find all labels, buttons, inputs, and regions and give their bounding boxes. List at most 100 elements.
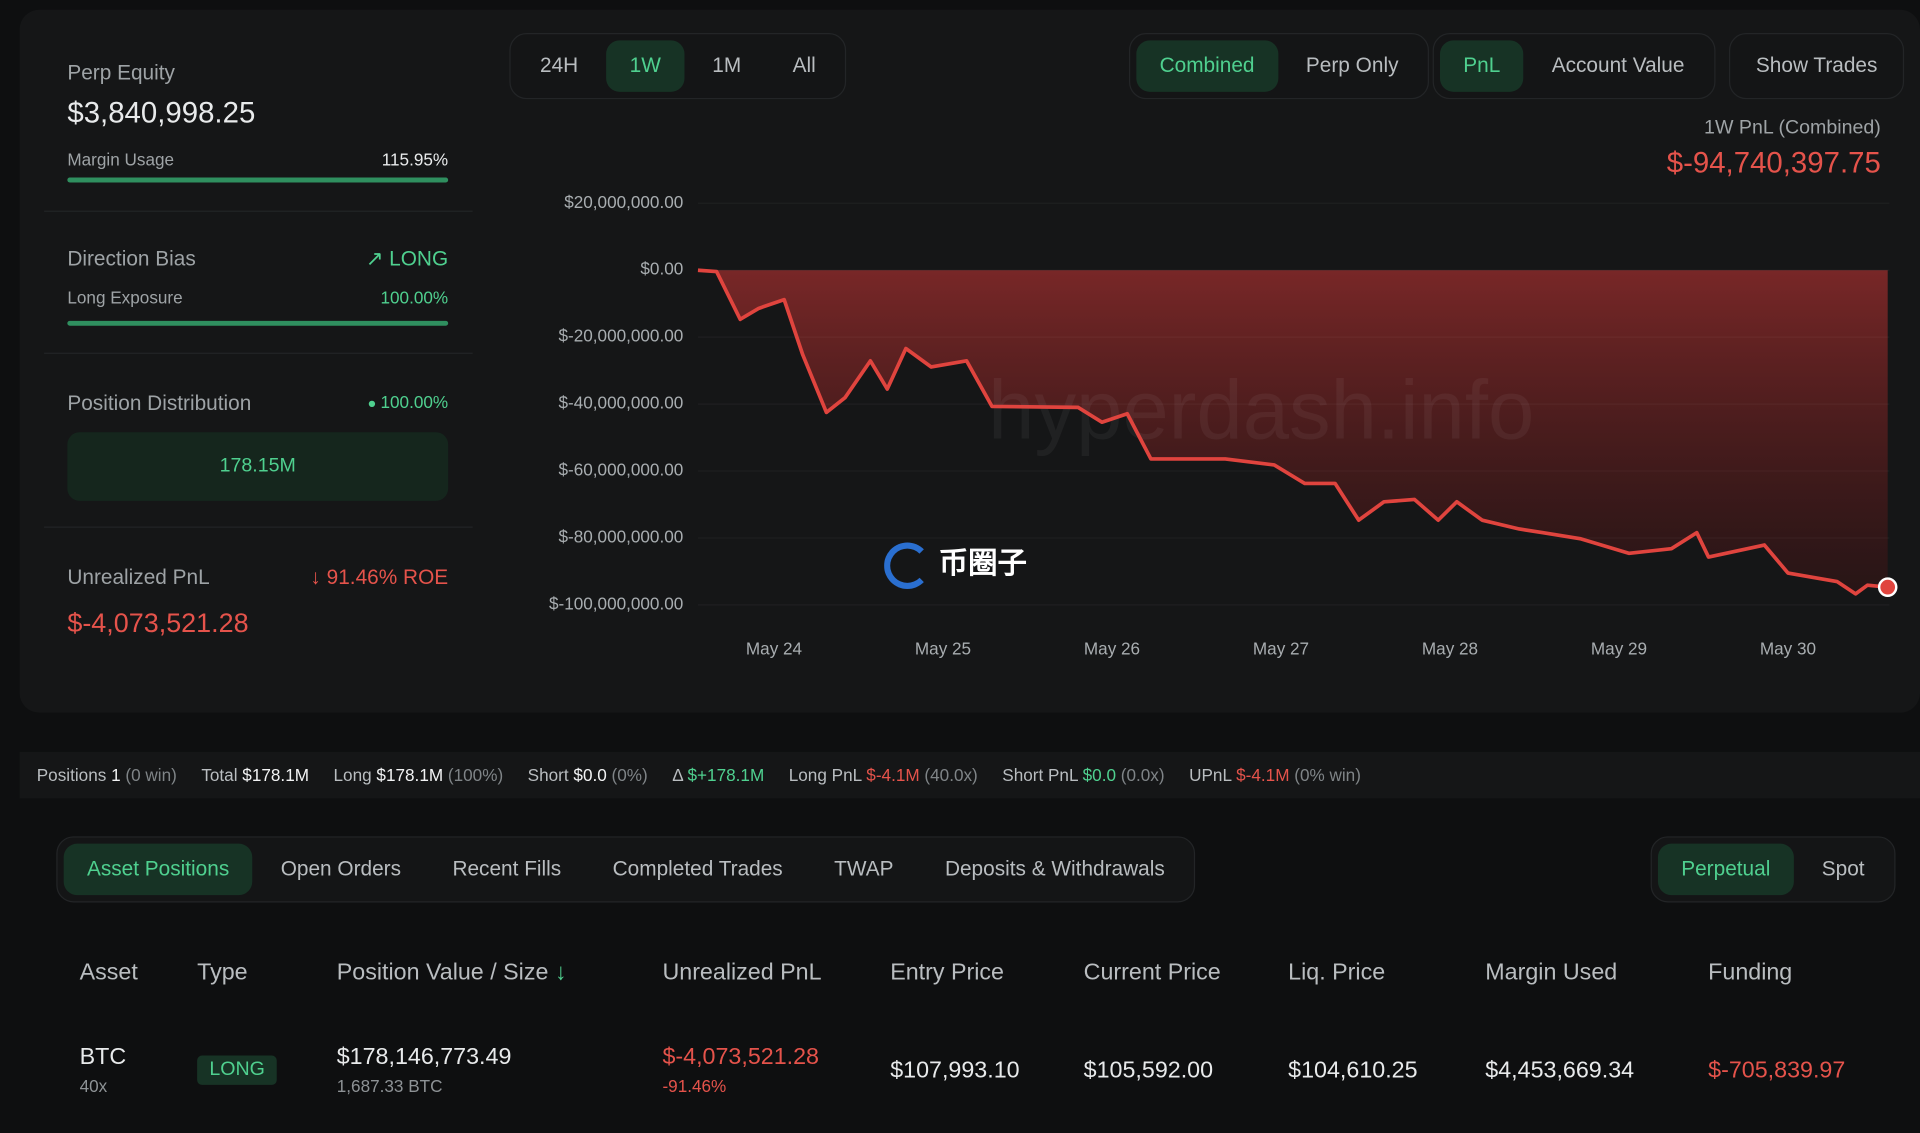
unrealized-pnl: $-4,073,521.28 bbox=[67, 607, 249, 638]
stat-label: Long bbox=[333, 765, 372, 785]
chart-title: 1W PnL (Combined) bbox=[1704, 117, 1881, 139]
toggle-button[interactable]: 1W bbox=[606, 40, 685, 92]
toggle-button[interactable]: Perpetual bbox=[1657, 843, 1794, 896]
toggle-button[interactable]: TWAP bbox=[834, 857, 894, 881]
stat: Δ $+178.1M bbox=[672, 765, 764, 785]
position-value: $178,146,773.49 bbox=[336, 1044, 512, 1071]
unrealized-pnl: $-4,073,521.28 bbox=[662, 1044, 819, 1071]
chart-total: $-94,740,397.75 bbox=[1666, 146, 1881, 181]
divider bbox=[44, 352, 473, 354]
pnl-chart: hyperdash.info $20,000,000.00 $0.00 $-20,0… bbox=[549, 192, 1898, 659]
column-header: Unrealized PnL bbox=[662, 960, 822, 986]
unrealized-pnl-pct: -91.46% bbox=[662, 1076, 727, 1096]
perp-equity-label: Perp Equity bbox=[67, 61, 175, 85]
y-tick-label: $-60,000,000.00 bbox=[559, 460, 684, 480]
toggle-button[interactable]: All bbox=[792, 53, 816, 78]
distribution-block: 178.15M bbox=[67, 432, 449, 501]
y-tick-label: $-100,000,000.00 bbox=[549, 593, 683, 613]
y-tick-label: $0.00 bbox=[640, 259, 683, 279]
divider bbox=[44, 526, 473, 528]
metric-selector: PnL Account Value bbox=[1432, 33, 1716, 100]
stat-label: Short PnL bbox=[1002, 765, 1078, 785]
toggle-button[interactable]: Recent Fills bbox=[452, 857, 562, 881]
perp-equity: $3,840,998.25 bbox=[67, 96, 256, 130]
x-tick-label: May 29 bbox=[1591, 639, 1647, 659]
unrealized-pnl-label: Unrealized PnL bbox=[67, 565, 210, 589]
stat-note: (100%) bbox=[447, 765, 504, 785]
direction-bias-label: Direction Bias bbox=[67, 247, 196, 271]
column-header: Type bbox=[197, 960, 248, 986]
toggle-button[interactable]: Account Value bbox=[1551, 53, 1685, 78]
range-selector: 24H 1W 1M All bbox=[509, 33, 847, 100]
leverage: 40x bbox=[79, 1076, 108, 1096]
overlay-logo-text: 币圈子 bbox=[938, 547, 1027, 581]
stat-value: $-4.1M bbox=[1236, 765, 1290, 785]
stat-label: Long PnL bbox=[788, 765, 862, 785]
x-tick-label: May 24 bbox=[746, 639, 803, 659]
toggle-button[interactable]: 24H bbox=[540, 53, 579, 78]
size: 1,687.33 BTC bbox=[336, 1076, 443, 1096]
column-header: Margin Used bbox=[1485, 960, 1618, 986]
stat-value: $0.0 bbox=[573, 765, 607, 785]
toggle-button[interactable]: Completed Trades bbox=[612, 857, 783, 881]
direction: ↗ LONG bbox=[366, 247, 448, 271]
tab-bar: Asset Positions Open Orders Recent Fills Co… bbox=[56, 836, 1196, 903]
stat-label: Total bbox=[201, 765, 238, 785]
margin-usage: 115.95% bbox=[381, 149, 449, 169]
show-trades-box: Show Trades bbox=[1728, 33, 1905, 100]
x-tick-label: May 26 bbox=[1084, 639, 1140, 659]
stat-label: Δ bbox=[672, 765, 683, 785]
column-header: Asset bbox=[79, 960, 138, 986]
trend-icon: ↗ bbox=[365, 247, 390, 271]
long-exposure-label: Long Exposure bbox=[67, 287, 183, 308]
overlay-logo: 币圈子 bbox=[884, 539, 1027, 589]
x-tick-label: May 30 bbox=[1760, 639, 1816, 659]
sort-icon: ↓ bbox=[548, 960, 567, 986]
current-price: $105,592.00 bbox=[1083, 1057, 1214, 1084]
stat: Short PnL $0.0 (0.0x) bbox=[1002, 765, 1164, 785]
x-tick-label: May 25 bbox=[915, 639, 971, 659]
position-distribution-label: Position Distribution bbox=[67, 391, 252, 416]
view-selector: Combined Perp Only bbox=[1128, 33, 1430, 100]
column-header[interactable]: Position Value / Size ↓ bbox=[336, 960, 567, 986]
toggle-button[interactable]: Combined bbox=[1136, 40, 1278, 92]
stat-value: $+178.1M bbox=[687, 765, 765, 785]
column-header: Entry Price bbox=[890, 960, 1004, 986]
toggle-button[interactable]: PnL bbox=[1440, 40, 1524, 92]
stat: Long $178.1M (100%) bbox=[334, 765, 504, 785]
toggle-button[interactable]: Open Orders bbox=[280, 857, 402, 881]
stat-note: (0%) bbox=[611, 765, 648, 785]
toggle-button[interactable]: Perp Only bbox=[1305, 53, 1399, 78]
liq-price: $104,610.25 bbox=[1288, 1057, 1418, 1084]
end-point bbox=[1877, 577, 1898, 597]
distribution-pct: ● 100.00% bbox=[367, 391, 449, 412]
column-header: Current Price bbox=[1083, 960, 1221, 986]
stat-note: (0 win) bbox=[125, 765, 177, 785]
exposure-bar bbox=[67, 320, 449, 326]
x-tick-label: May 27 bbox=[1253, 639, 1309, 659]
column-header: Funding bbox=[1708, 960, 1793, 986]
margin-bar bbox=[67, 177, 449, 183]
stat-label: Positions bbox=[36, 765, 107, 785]
stat-value: $178.1M bbox=[376, 765, 444, 785]
distribution-pct-text: 100.00% bbox=[380, 391, 449, 412]
stat-value: $-4.1M bbox=[866, 765, 920, 785]
direction-text: LONG bbox=[389, 247, 449, 271]
toggle-button[interactable]: Deposits & Withdrawals bbox=[944, 857, 1165, 881]
toggle-button[interactable]: 1M bbox=[712, 53, 742, 78]
stat-value: 1 bbox=[111, 765, 121, 785]
y-tick-label: $20,000,000.00 bbox=[564, 192, 683, 212]
roe-text: 91.46% ROE bbox=[326, 565, 449, 589]
area-fill bbox=[697, 270, 1888, 594]
stat-note: (0.0x) bbox=[1120, 765, 1165, 785]
market-tabs: Perpetual Spot bbox=[1650, 836, 1896, 903]
toggle-button[interactable]: Asset Positions bbox=[63, 843, 253, 896]
show-trades[interactable]: Show Trades bbox=[1755, 53, 1878, 78]
toggle-button[interactable]: Spot bbox=[1821, 857, 1865, 881]
y-tick-label: $-40,000,000.00 bbox=[559, 393, 684, 413]
stat-label: Short bbox=[527, 765, 569, 785]
y-tick-label: $-80,000,000.00 bbox=[559, 526, 684, 546]
roe: ↓ 91.46% ROE bbox=[310, 565, 449, 589]
